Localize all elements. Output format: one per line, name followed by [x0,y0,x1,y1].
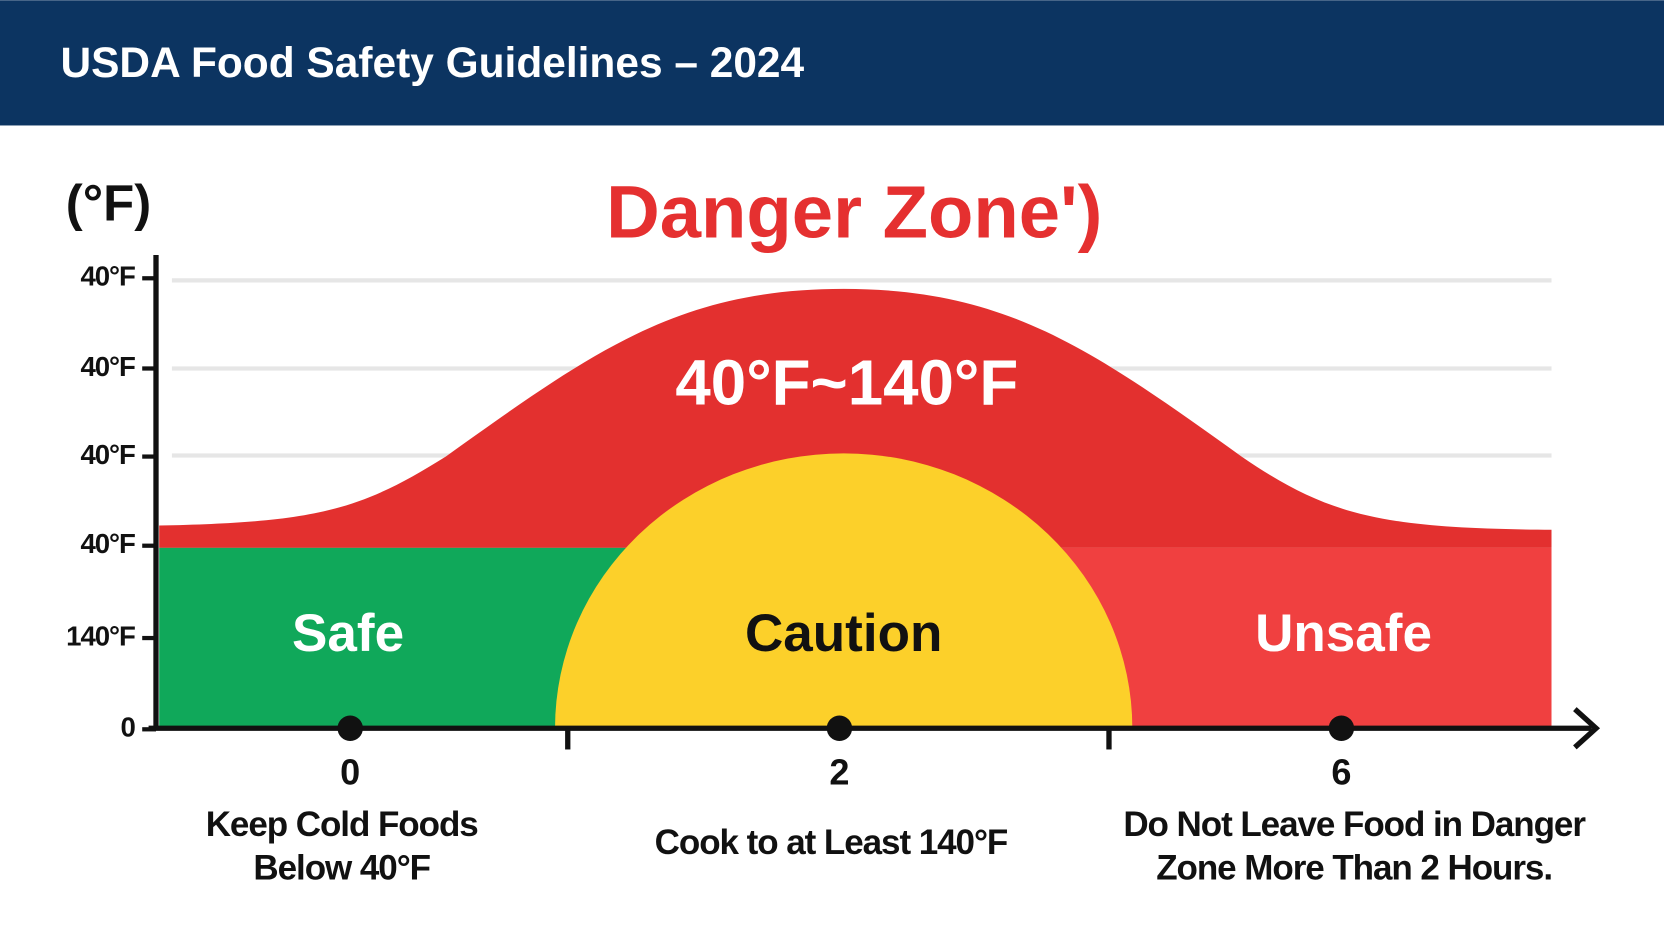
x-label: 0 [340,751,360,792]
danger-range: 40°F~140°F [675,347,1018,418]
note: Below 40°F [253,849,430,888]
zone-label: Unsafe [1255,604,1432,663]
zone-label: Safe [292,604,404,663]
header-title: USDA Food Safety Guidelines – 2024 [60,39,804,86]
note: Keep Cold Foods [206,805,479,844]
unsafe-zone [1055,547,1552,729]
note: Zone More Than 2 Hours. [1156,849,1552,888]
caution-zone [555,453,1133,729]
x-point [337,715,363,741]
note: Do Not Leave Food in Danger [1123,805,1586,844]
y-label: 40°F [80,261,135,292]
x-point [826,715,853,741]
y-label: 140°F [66,620,135,651]
x-labels: 0 2 6 [337,715,1355,792]
x-point [1328,715,1355,741]
x-axis-arrow [1573,707,1601,750]
notes: Keep Cold Foods Below 40°F Cook to at Leas… [206,805,1588,888]
y-labels: 40°F 40°F 40°F 40°F 140°F 0 [66,261,156,743]
y-label: 40°F [80,439,135,470]
y-label: 40°F [80,351,135,382]
header-bar [0,0,1664,126]
x-label: 6 [1331,751,1351,792]
zone-label: Caution [745,604,942,663]
danger-curve [159,288,1552,548]
x-label: 2 [829,751,849,792]
note: Cook to at Least 140°F [655,823,1008,862]
y-label: 0 [120,712,135,743]
axis-unit: (°F) [66,175,151,232]
y-label: 40°F [80,528,135,559]
danger-title: Danger Zone') [606,170,1102,253]
